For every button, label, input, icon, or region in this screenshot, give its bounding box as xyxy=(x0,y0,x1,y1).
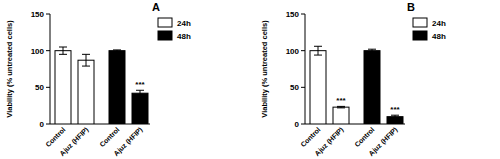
error-cap xyxy=(337,106,345,107)
x-tick-label: Ajuz (HFIP) xyxy=(112,126,144,158)
y-tick xyxy=(46,124,50,125)
bar xyxy=(310,51,326,124)
panel: Viability (% untreated cells) 0 50 100 150 Co… xyxy=(5,1,191,158)
y-axis xyxy=(50,14,51,124)
error-cap xyxy=(113,49,121,50)
marks xyxy=(55,47,148,124)
y-tick-label: 50 xyxy=(290,83,299,92)
x-tick-label: Control xyxy=(353,126,376,149)
y-tick-label: 0 xyxy=(40,120,45,129)
y-tick xyxy=(301,14,305,15)
y-tick xyxy=(46,87,50,88)
y-tick-label: 100 xyxy=(31,47,45,56)
bar xyxy=(132,93,148,124)
x-tick-label: Control xyxy=(44,126,67,149)
title: A xyxy=(152,1,160,13)
error-bar xyxy=(113,50,121,51)
y-tick xyxy=(301,124,305,125)
error-cap xyxy=(368,52,376,53)
y-axis-label: Viability (% untreated cells) xyxy=(5,20,14,118)
error-line xyxy=(63,47,64,54)
error-bar xyxy=(136,90,144,96)
y-tick-label: 150 xyxy=(286,10,300,19)
figure: Viability (% untreated cells) 0 50 100 150 Co… xyxy=(0,0,500,159)
error-bar xyxy=(82,54,90,66)
y-tick-label: 50 xyxy=(35,83,44,92)
error-cap xyxy=(391,115,399,116)
y-axis-label: Viability (% untreated cells) xyxy=(260,20,269,118)
y-axis xyxy=(305,14,306,124)
legend-label: 48h xyxy=(432,32,446,41)
x-tick-label: Ajuz (HFIP) xyxy=(58,126,90,158)
error-bar xyxy=(314,46,322,55)
legend-swatch xyxy=(158,18,172,27)
bar xyxy=(78,60,94,124)
x-tick-label: Control xyxy=(299,126,322,149)
y-tick-label: 0 xyxy=(295,120,300,129)
error-cap xyxy=(368,49,376,50)
error-bar xyxy=(368,49,376,52)
error-cap xyxy=(82,54,90,55)
error-cap xyxy=(136,96,144,97)
annotation: *** xyxy=(135,80,145,89)
error-cap xyxy=(391,118,399,119)
y-tick xyxy=(46,50,50,51)
error-cap xyxy=(337,107,345,108)
legend-swatch xyxy=(158,31,172,40)
x-tick-label: Ajuz (HFIP) xyxy=(367,126,399,158)
error-line xyxy=(318,46,319,55)
error-bar xyxy=(59,47,67,54)
error-cap xyxy=(59,54,67,55)
x-tick-label: Ajuz (HFIP) xyxy=(313,126,345,158)
bar xyxy=(333,107,349,124)
title: B xyxy=(407,1,415,13)
y-tick xyxy=(46,14,50,15)
bar xyxy=(364,51,380,124)
bar xyxy=(387,117,403,124)
legend-swatch xyxy=(413,31,427,40)
legend-label: 24h xyxy=(432,19,446,28)
legend-swatch xyxy=(413,18,427,27)
error-line xyxy=(86,54,87,66)
error-cap xyxy=(59,47,67,48)
legend-label: 24h xyxy=(177,19,191,28)
error-cap xyxy=(314,46,322,47)
annotation: *** xyxy=(336,96,346,105)
error-cap xyxy=(314,55,322,56)
panel: Viability (% untreated cells) 0 50 100 150 Co… xyxy=(260,1,446,158)
bar xyxy=(109,51,125,124)
bar xyxy=(55,51,71,124)
y-tick-label: 100 xyxy=(286,47,300,56)
y-tick-label: 150 xyxy=(31,10,45,19)
y-tick xyxy=(301,87,305,88)
error-cap xyxy=(82,66,90,67)
y-tick xyxy=(301,50,305,51)
error-bar xyxy=(337,106,345,107)
error-line xyxy=(140,90,141,96)
annotation: *** xyxy=(390,105,400,114)
legend-label: 48h xyxy=(177,32,191,41)
marks xyxy=(310,46,403,124)
error-bar xyxy=(391,115,399,118)
error-cap xyxy=(136,90,144,91)
error-cap xyxy=(113,51,121,52)
x-tick-label: Control xyxy=(98,126,121,149)
